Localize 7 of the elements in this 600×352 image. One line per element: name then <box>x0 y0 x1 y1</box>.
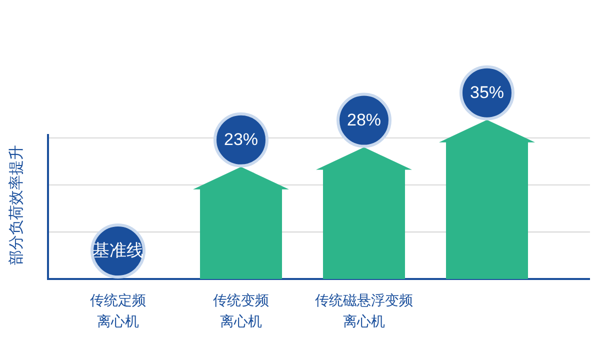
x-tick-label: 传统变频离心机 <box>213 292 269 329</box>
data-label: 28% <box>346 110 382 130</box>
x-tick-label: 传统磁悬浮变频离心机 <box>315 292 413 329</box>
x-tick-label: 传统定频离心机 <box>90 292 146 329</box>
data-label: 23% <box>224 130 258 149</box>
y-axis-title: 部分负荷效率提升 <box>8 145 25 265</box>
data-label: 35% <box>470 82 504 102</box>
